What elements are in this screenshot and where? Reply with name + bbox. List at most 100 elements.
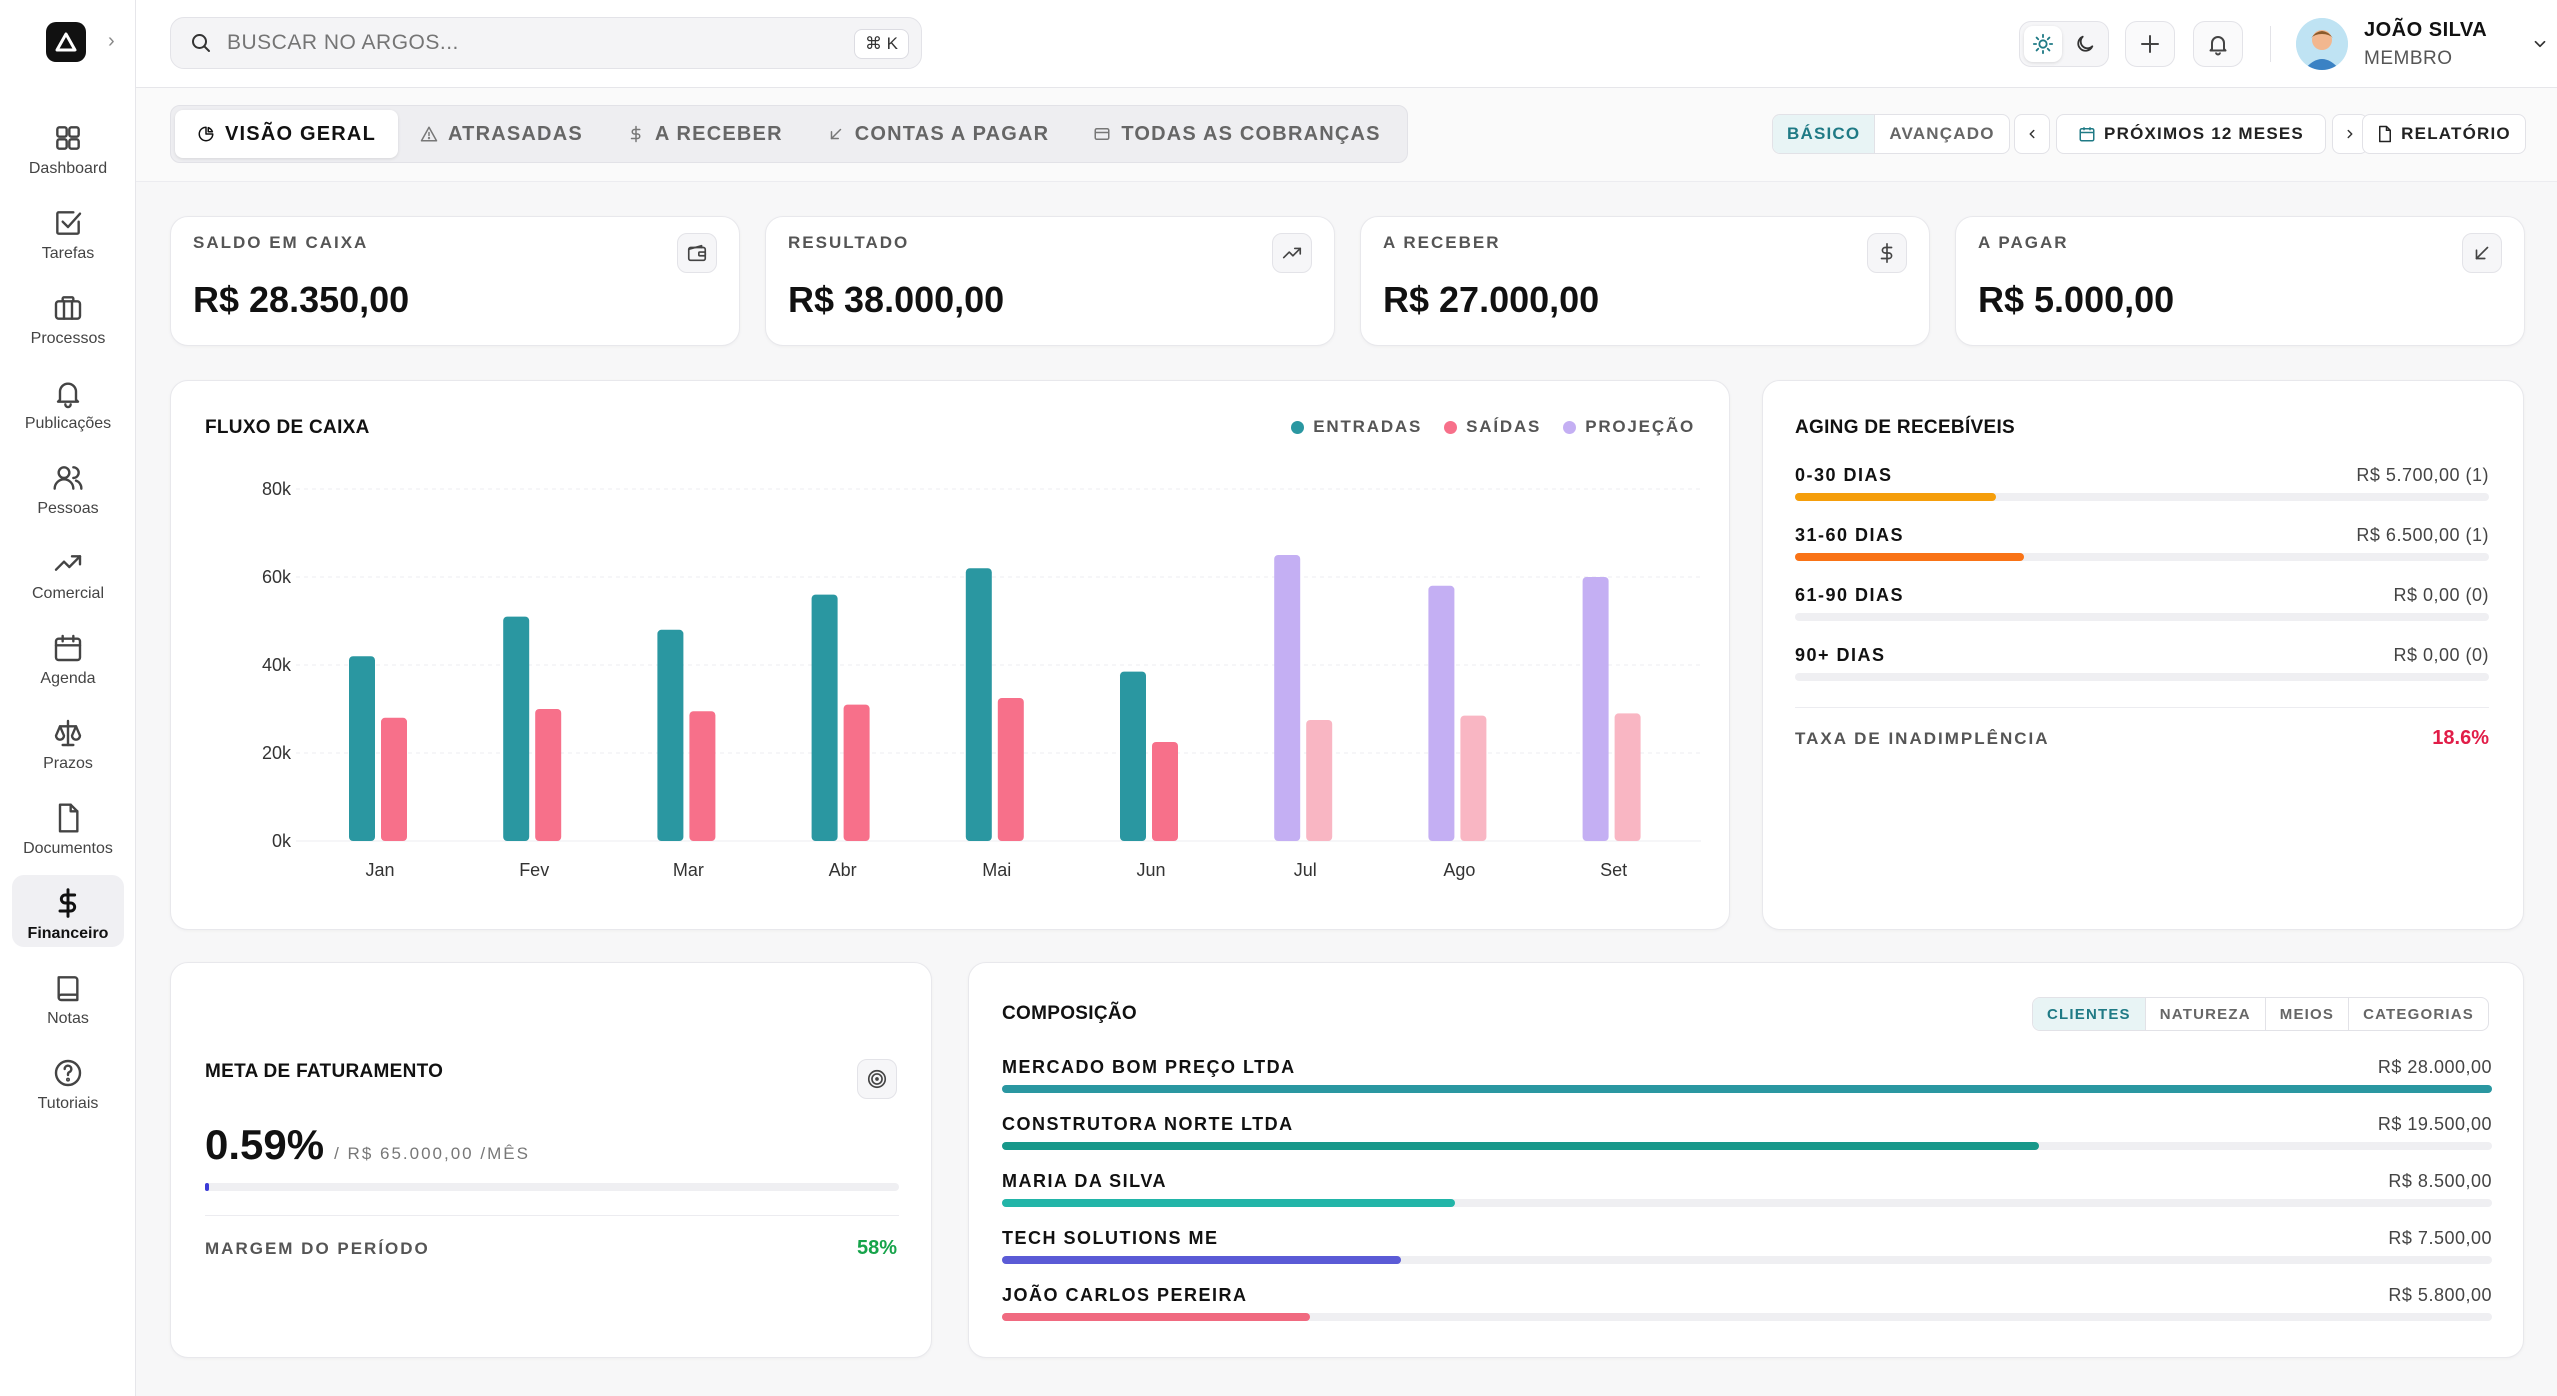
tab-0[interactable]: VISÃO GERAL bbox=[175, 110, 398, 158]
sidebar-item-label: Agenda bbox=[40, 670, 96, 687]
x-tick-label: Fev bbox=[519, 860, 549, 880]
chevron-right-icon[interactable]: › bbox=[108, 30, 115, 52]
bar-entradas bbox=[503, 616, 530, 841]
sidebar-item-pessoas[interactable]: Pessoas bbox=[0, 456, 136, 541]
theme-toggle[interactable] bbox=[2019, 21, 2109, 67]
tab-4[interactable]: TODAS AS COBRANÇAS bbox=[1071, 110, 1402, 158]
composition-filter-2[interactable]: MEIOS bbox=[2266, 998, 2350, 1030]
trending-up-icon bbox=[50, 545, 86, 581]
bar-saidas bbox=[1614, 713, 1641, 841]
bell-icon bbox=[50, 375, 86, 411]
y-tick-label: 60k bbox=[262, 567, 292, 587]
composition-label: MERCADO BOM PREÇO LTDA bbox=[1002, 1057, 1296, 1077]
report-button[interactable]: RELATÓRIO bbox=[2362, 114, 2526, 154]
aging-bar-fill bbox=[1795, 553, 2025, 561]
y-tick-label: 40k bbox=[262, 655, 292, 675]
aging-value: R$ 5.700,00 (1) bbox=[2356, 465, 2489, 485]
composition-bar-track bbox=[1002, 1142, 2492, 1150]
composition-filter-0[interactable]: CLIENTES bbox=[2032, 998, 2146, 1030]
tab-2[interactable]: A RECEBER bbox=[605, 110, 805, 158]
kpi-value: R$ 27.000,00 bbox=[1383, 279, 1600, 320]
composition-value: R$ 5.800,00 bbox=[2388, 1285, 2492, 1305]
tab-1[interactable]: ATRASADAS bbox=[398, 110, 605, 158]
bar-saidas bbox=[1306, 720, 1333, 841]
sidebar-item-label: Financeiro bbox=[27, 925, 109, 942]
sidebar-item-publicacoes[interactable]: Publicações bbox=[0, 371, 136, 456]
moon-icon[interactable] bbox=[2066, 26, 2104, 62]
composition-filter-1[interactable]: NATUREZA bbox=[2146, 998, 2266, 1030]
y-tick-label: 20k bbox=[262, 743, 292, 763]
aging-title: AGING DE RECEBÍVEIS bbox=[1795, 417, 2016, 438]
sidebar-item-tarefas[interactable]: Tarefas bbox=[0, 201, 136, 286]
notifications-button[interactable] bbox=[2193, 21, 2243, 67]
goal-progress-track bbox=[205, 1183, 899, 1191]
bar-entradas bbox=[965, 568, 992, 841]
argos-logo[interactable] bbox=[46, 22, 86, 62]
wallet-icon[interactable] bbox=[677, 233, 717, 273]
composition-bar-fill bbox=[1002, 1142, 2040, 1150]
search-input[interactable] bbox=[227, 31, 787, 55]
sidebar-item-comercial[interactable]: Comercial bbox=[0, 541, 136, 626]
goal-progress-fill bbox=[205, 1183, 210, 1191]
briefcase-icon bbox=[50, 290, 86, 326]
legend-projecao[interactable]: PROJEÇÃO bbox=[1563, 417, 1695, 437]
y-tick-label: 0k bbox=[272, 831, 292, 851]
kpi-label: SALDO EM CAIXA bbox=[193, 233, 369, 252]
dollar-icon[interactable] bbox=[1867, 233, 1907, 273]
bar-entradas bbox=[657, 629, 684, 841]
composition-filter-3[interactable]: CATEGORIAS bbox=[2363, 1005, 2474, 1023]
scale-icon bbox=[50, 715, 86, 751]
kpi-value: R$ 38.000,00 bbox=[788, 279, 1005, 320]
arrow-down-left-icon bbox=[827, 125, 845, 143]
arrow-down-left-icon[interactable] bbox=[2462, 233, 2502, 273]
tab-label: A RECEBER bbox=[654, 122, 783, 145]
cashflow-title: FLUXO DE CAIXA bbox=[205, 417, 370, 438]
sidebar-item-agenda[interactable]: Agenda bbox=[0, 626, 136, 711]
legend-entradas[interactable]: ENTRADAS bbox=[1291, 417, 1422, 437]
sidebar-item-documentos[interactable]: Documentos bbox=[0, 796, 136, 881]
x-tick-label: Abr bbox=[829, 860, 857, 880]
composition-value: R$ 28.000,00 bbox=[2377, 1057, 2492, 1077]
period-selector[interactable]: PRÓXIMOS 12 MESES bbox=[2056, 114, 2326, 154]
mode-advanced-button[interactable]: AVANÇADO bbox=[1889, 124, 1995, 143]
sidebar-item-prazos[interactable]: Prazos bbox=[0, 711, 136, 796]
kpi-card: SALDO EM CAIXA R$ 28.350,00 bbox=[170, 216, 740, 346]
kpi-label: RESULTADO bbox=[788, 233, 910, 252]
add-button[interactable] bbox=[2125, 21, 2175, 67]
composition-bar-fill bbox=[1002, 1199, 1455, 1207]
user-menu[interactable]: JOÃO SILVA MEMBRO bbox=[2296, 14, 2549, 74]
users-icon bbox=[50, 460, 86, 496]
sidebar-item-label: Publicações bbox=[24, 415, 112, 432]
sidebar-item-tutoriais[interactable]: Tutoriais bbox=[0, 1051, 136, 1136]
default-rate-label: TAXA DE INADIMPLÊNCIA bbox=[1795, 729, 2050, 748]
trending-up-icon[interactable] bbox=[1272, 233, 1312, 273]
search-box[interactable]: ⌘ K bbox=[170, 17, 922, 69]
aging-bar-fill bbox=[1795, 493, 1997, 501]
search-shortcut: ⌘ K bbox=[853, 29, 909, 59]
bar-saidas bbox=[689, 711, 716, 841]
composition-bar-track bbox=[1002, 1256, 2492, 1264]
prev-period-button[interactable] bbox=[2014, 114, 2050, 154]
tab-label: VISÃO GERAL bbox=[225, 122, 376, 145]
divider bbox=[205, 1215, 899, 1216]
composition-filters: CLIENTES NATUREZA MEIOS CATEGORIAS bbox=[2031, 997, 2489, 1031]
plus-icon bbox=[2141, 35, 2159, 53]
tab-3[interactable]: CONTAS A PAGAR bbox=[805, 110, 1072, 158]
composition-bar-fill bbox=[1002, 1313, 1311, 1321]
topbar: ⌘ K JOÃO SILVA MEMBRO bbox=[136, 0, 2557, 88]
sun-icon[interactable] bbox=[2024, 26, 2062, 62]
aging-bar-track bbox=[1795, 493, 2489, 501]
sidebar-item-financeiro[interactable]: Financeiro bbox=[0, 875, 136, 966]
pie-icon bbox=[197, 125, 215, 143]
sidebar-item-label: Notas bbox=[47, 1010, 89, 1027]
sidebar-item-notas[interactable]: Notas bbox=[0, 966, 136, 1051]
chevron-left-icon bbox=[2029, 129, 2035, 139]
legend-saidas[interactable]: SAÍDAS bbox=[1444, 417, 1541, 437]
chevron-down-icon[interactable] bbox=[2531, 35, 2549, 53]
bar-entradas bbox=[1120, 671, 1146, 841]
sidebar-item-dashboard[interactable]: Dashboard bbox=[0, 116, 136, 201]
x-tick-label: Mar bbox=[673, 860, 704, 880]
sidebar-item-processos[interactable]: Processos bbox=[0, 286, 136, 371]
mode-basic-button[interactable]: BÁSICO bbox=[1773, 115, 1876, 153]
target-icon[interactable] bbox=[857, 1059, 897, 1099]
